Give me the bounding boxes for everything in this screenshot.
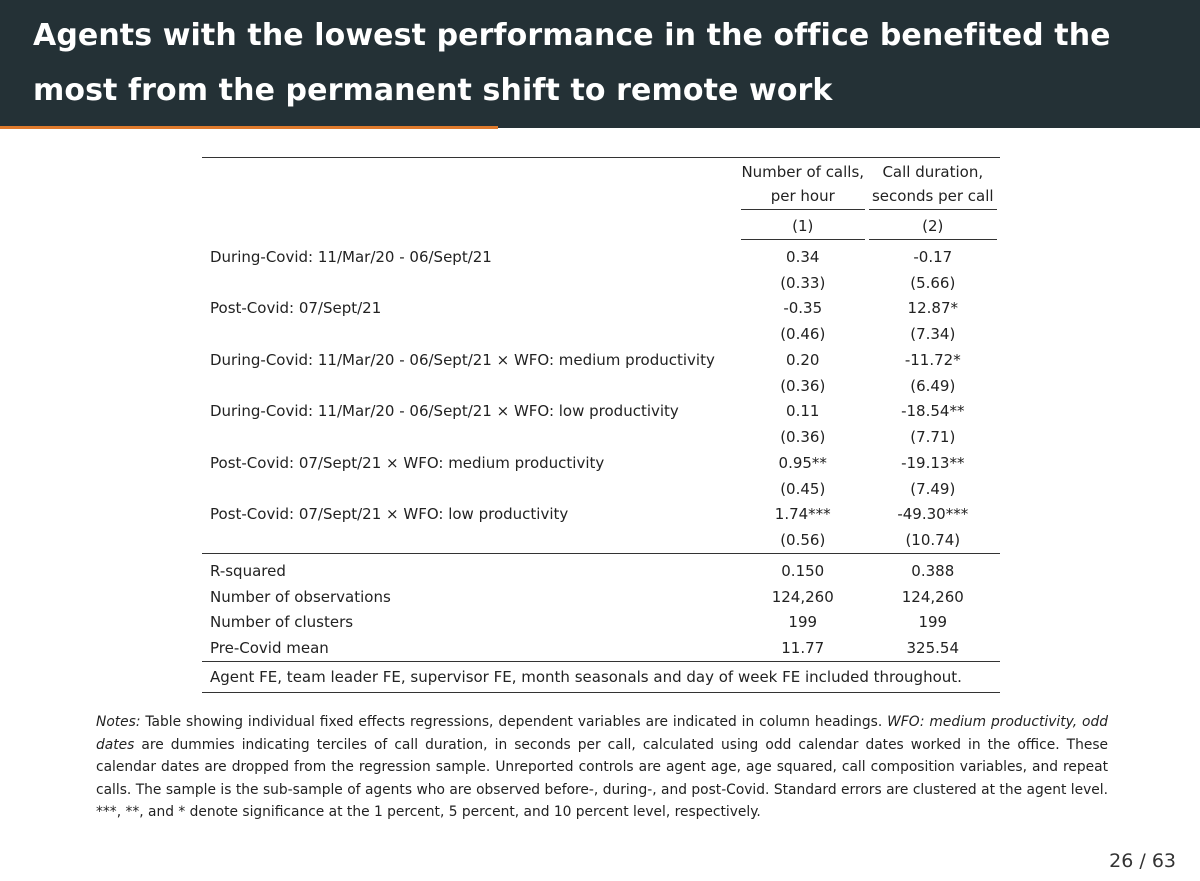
table-footer-note: Agent FE, team leader FE, supervisor FE,… xyxy=(202,661,1000,693)
coef-cell: 0.34 xyxy=(786,247,820,266)
notes-text-2: are dummies indicating terciles of call … xyxy=(96,736,1108,821)
table-row: During-Covid: 11/Mar/20 - 06/Sept/21 × W… xyxy=(202,347,1000,373)
stat-cell: 199 xyxy=(788,613,818,632)
coef-cell: -11.72* xyxy=(904,350,961,369)
coef-cell: 0.95** xyxy=(778,453,827,472)
stat-cell: 11.77 xyxy=(781,639,825,658)
table-row-se: (0.36) (7.71) xyxy=(202,424,1000,450)
se-cell: (7.34) xyxy=(910,325,956,344)
table-row-se: (0.36) (6.49) xyxy=(202,373,1000,399)
stat-row: Pre-Covid mean 11.77 325.54 xyxy=(202,635,1000,661)
col2-head-line1: Call duration, xyxy=(865,157,1000,185)
notes-text-1: Table showing individual fixed effects r… xyxy=(140,714,888,730)
col1-head-line1: Number of calls, xyxy=(739,157,866,185)
row-label: During-Covid: 11/Mar/20 - 06/Sept/21 × W… xyxy=(210,402,679,421)
se-cell: (7.71) xyxy=(910,428,956,447)
row-label: During-Covid: 11/Mar/20 - 06/Sept/21 × W… xyxy=(210,350,715,369)
stat-label: R-squared xyxy=(210,561,286,580)
title-accent-line xyxy=(0,126,498,129)
stat-cell: 124,260 xyxy=(771,587,834,606)
coef-cell: -0.35 xyxy=(783,299,823,318)
se-cell: (5.66) xyxy=(910,273,956,292)
se-cell: (0.46) xyxy=(780,325,826,344)
table-row-se: (0.33) (5.66) xyxy=(202,270,1000,296)
coef-cell: -18.54** xyxy=(901,402,965,421)
regression-table: Number of calls, Call duration, per hour… xyxy=(202,157,1000,693)
table-row: Post-Covid: 07/Sept/21 × WFO: medium pro… xyxy=(202,450,1000,476)
header-row-1: Number of calls, Call duration, xyxy=(202,157,1000,185)
coef-cell: 0.20 xyxy=(786,350,820,369)
stat-cell: 0.150 xyxy=(781,561,825,580)
stat-cell: 325.54 xyxy=(906,639,960,658)
se-cell: (0.56) xyxy=(780,531,826,550)
table-row-se: (0.46) (7.34) xyxy=(202,321,1000,347)
stat-label: Pre-Covid mean xyxy=(210,639,329,658)
se-cell: (0.33) xyxy=(780,273,826,292)
stat-row: Number of clusters 199 199 xyxy=(202,610,1000,636)
stat-label: Number of observations xyxy=(210,587,391,606)
col2-head-line2: seconds per call xyxy=(868,187,997,210)
stat-row: R-squared 0.150 0.388 xyxy=(202,558,1000,584)
stat-row: Number of observations 124,260 124,260 xyxy=(202,584,1000,610)
row-label: Post-Covid: 07/Sept/21 × WFO: low produc… xyxy=(210,505,569,524)
slide-title: Agents with the lowest performance in th… xyxy=(33,18,1111,108)
col1-number: (1) xyxy=(740,217,865,240)
footer-row: Agent FE, team leader FE, supervisor FE,… xyxy=(202,661,1000,693)
header-row-2: per hour seconds per call xyxy=(202,185,1000,212)
coef-cell: 0.11 xyxy=(786,402,820,421)
table-row: Post-Covid: 07/Sept/21 × WFO: low produc… xyxy=(202,502,1000,528)
se-cell: (6.49) xyxy=(910,376,956,395)
table-row: Post-Covid: 07/Sept/21 -0.35 12.87* xyxy=(202,296,1000,322)
coef-cell: -49.30*** xyxy=(897,505,969,524)
page-number: 26 / 63 xyxy=(1109,850,1176,872)
coef-cell: -19.13** xyxy=(901,453,965,472)
se-cell: (7.49) xyxy=(910,479,956,498)
coef-cell: 12.87* xyxy=(907,299,958,318)
stats-divider xyxy=(202,553,1000,558)
stat-cell: 124,260 xyxy=(901,587,964,606)
table-notes: Notes: Table showing individual fixed ef… xyxy=(96,711,1108,824)
col1-head-line2: per hour xyxy=(740,187,865,210)
table-row-se: (0.56) (10.74) xyxy=(202,527,1000,553)
coef-cell: 1.74*** xyxy=(774,505,831,524)
table-row: During-Covid: 11/Mar/20 - 06/Sept/21 0.3… xyxy=(202,244,1000,270)
notes-label: Notes: xyxy=(96,714,141,730)
coef-cell: -0.17 xyxy=(913,247,953,266)
se-cell: (0.45) xyxy=(780,479,826,498)
table-row: During-Covid: 11/Mar/20 - 06/Sept/21 × W… xyxy=(202,399,1000,425)
title-bar: Agents with the lowest performance in th… xyxy=(0,0,1200,128)
stat-cell: 0.388 xyxy=(911,561,955,580)
stat-label: Number of clusters xyxy=(210,613,354,632)
table-row-se: (0.45) (7.49) xyxy=(202,476,1000,502)
notes-italic-term: WFO: medium productivity, odd dates xyxy=(96,714,1108,753)
row-label: Post-Covid: 07/Sept/21 xyxy=(210,299,382,318)
row-label: Post-Covid: 07/Sept/21 × WFO: medium pro… xyxy=(210,453,605,472)
row-label: During-Covid: 11/Mar/20 - 06/Sept/21 xyxy=(210,247,492,266)
se-cell: (0.36) xyxy=(780,376,826,395)
col2-number: (2) xyxy=(868,217,997,240)
se-cell: (10.74) xyxy=(905,531,961,550)
column-number-row: (1) (2) xyxy=(202,212,1000,244)
stat-cell: 199 xyxy=(918,613,948,632)
se-cell: (0.36) xyxy=(780,428,826,447)
